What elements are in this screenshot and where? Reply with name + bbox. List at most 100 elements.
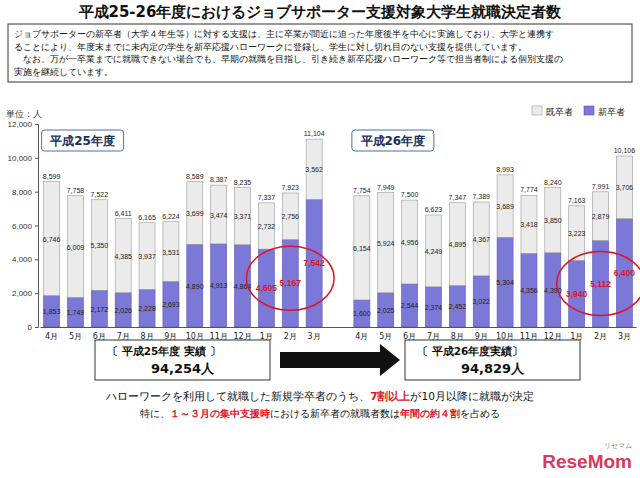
bar-segment — [402, 284, 418, 327]
bar-segment — [378, 293, 394, 327]
total-label: 6,224 — [162, 213, 180, 220]
total-label: 10,106 — [614, 147, 636, 154]
data-label: 3,223 — [568, 230, 586, 237]
x-tick: 9月 — [164, 327, 177, 341]
bar-segment — [187, 244, 203, 327]
y-tick: 12,000 — [8, 120, 38, 129]
legend: 既卒者新卒者 — [532, 106, 625, 117]
footer-highlight: 年間の約４割 — [399, 408, 460, 419]
total-label: 8,589 — [186, 173, 204, 180]
x-tick: 2月 — [594, 327, 607, 341]
data-label: 3,706 — [616, 184, 634, 191]
bar-segment — [545, 188, 561, 253]
x-tick: 7月 — [117, 327, 130, 341]
footer-text: を占める — [460, 408, 500, 419]
x-tick-label: 4月 — [45, 332, 58, 341]
y-tick: 4,000 — [12, 255, 38, 264]
data-label: 3,371 — [234, 213, 252, 220]
y-tick-mark — [35, 124, 38, 125]
bar-segment — [44, 182, 60, 296]
data-label: 2,374 — [425, 304, 443, 311]
bar-segment — [402, 200, 418, 284]
result-title: 〔 平成25年度 実績 〕 — [107, 345, 221, 357]
bar-segment — [91, 200, 107, 291]
description-line: ることにより、年度末までに未内定の学生を新卒応援ハローワークに登録し、学生に対し… — [14, 41, 527, 52]
bar-segment — [497, 237, 513, 327]
bar-segment — [449, 286, 465, 327]
data-label: 3,937 — [138, 253, 156, 260]
bar-segment — [258, 203, 274, 249]
bar-segment — [354, 300, 370, 327]
x-tick-label: 3月 — [618, 332, 631, 341]
y-axis-line — [35, 125, 39, 328]
total-label: 7,337 — [258, 194, 276, 201]
total-label: 11,104 — [304, 130, 325, 137]
bar-segment — [187, 182, 203, 245]
bar-segment — [306, 139, 322, 199]
x-tick: 5月 — [69, 327, 82, 341]
y-tick-label: 0 — [28, 323, 33, 332]
description-line: 実施を継続しています。 — [14, 66, 113, 77]
data-label: 1,853 — [43, 308, 61, 315]
data-label: 2,879 — [592, 213, 610, 220]
x-tick: 1月 — [570, 327, 583, 341]
x-tick-label: 9月 — [475, 332, 488, 341]
footer-line: ハローワークを利用して就職した新規学卒者のうち、7割以上が10月以降に就職が決定 — [105, 390, 534, 403]
highlight-label: 6,400 — [614, 268, 636, 278]
x-tick: 6月 — [93, 327, 106, 341]
panel-label: 平成26年度 — [360, 134, 426, 148]
data-label: 3,689 — [496, 203, 514, 210]
data-label: 4,895 — [449, 241, 467, 248]
total-label: 7,163 — [568, 197, 586, 204]
data-label: 2,732 — [258, 223, 276, 230]
data-label: 3,418 — [520, 221, 538, 228]
x-tick: 9月 — [475, 327, 488, 341]
bar-segment — [545, 253, 561, 327]
x-tick-label: 11月 — [520, 332, 538, 341]
total-label: 8,599 — [43, 173, 61, 180]
total-label: 7,389 — [472, 193, 490, 200]
x-tick-label: 8月 — [141, 332, 154, 341]
x-tick: 6月 — [403, 327, 416, 341]
panel-label: 平成25年度 — [49, 134, 115, 148]
total-label: 7,991 — [592, 183, 610, 190]
data-label: 2,228 — [138, 305, 156, 312]
total-label: 7,949 — [377, 184, 395, 191]
bar-segment — [91, 290, 107, 327]
total-label: 7,758 — [67, 187, 85, 194]
bar-segment — [235, 188, 251, 245]
data-label: 2,756 — [281, 213, 299, 220]
x-axis-line — [41, 327, 637, 328]
data-label: 1,600 — [353, 310, 371, 317]
highlight-label: 5,112 — [590, 279, 611, 289]
highlight-label: 5,167 — [280, 278, 302, 288]
footer-highlight: １～３月の集中支援時 — [170, 408, 270, 419]
data-label: 2,025 — [377, 307, 395, 314]
bar-segment — [378, 193, 394, 293]
x-tick-label: 5月 — [379, 332, 392, 341]
data-label: 6,746 — [43, 236, 61, 243]
bar-segment — [473, 202, 489, 276]
total-label: 7,774 — [520, 186, 538, 193]
total-label: 7,923 — [281, 184, 299, 191]
footer-line: 特に、１～３月の集中支援時における新卒者の就職者数は年間の約４割を占める — [140, 408, 500, 419]
x-tick: 10月 — [186, 327, 204, 341]
x-tick-label: 6月 — [93, 332, 106, 341]
x-tick-label: 11月 — [210, 332, 228, 341]
highlight-label: 3,940 — [566, 289, 588, 299]
y-tick-mark — [35, 327, 38, 328]
result-value: 94,254人 — [151, 361, 215, 376]
x-tick-label: 12月 — [544, 332, 562, 341]
footer-text: が10月以降に就職が決定 — [410, 390, 533, 402]
total-label: 8,387 — [210, 176, 228, 183]
y-tick-label: 2,000 — [12, 289, 33, 298]
data-label: 2,026 — [114, 307, 132, 314]
chart-root: 平成25-26年度におけるジョブサポーター支援対象大学生就職決定者数ジョブサポー… — [0, 0, 640, 478]
bar-segment — [521, 253, 537, 327]
y-tick-mark — [35, 226, 38, 227]
total-label: 7,347 — [449, 194, 467, 201]
x-tick-label: 12月 — [233, 332, 251, 341]
data-label: 4,356 — [520, 287, 538, 294]
total-label: 8,235 — [234, 179, 252, 186]
highlight-label: 4,605 — [256, 283, 278, 293]
